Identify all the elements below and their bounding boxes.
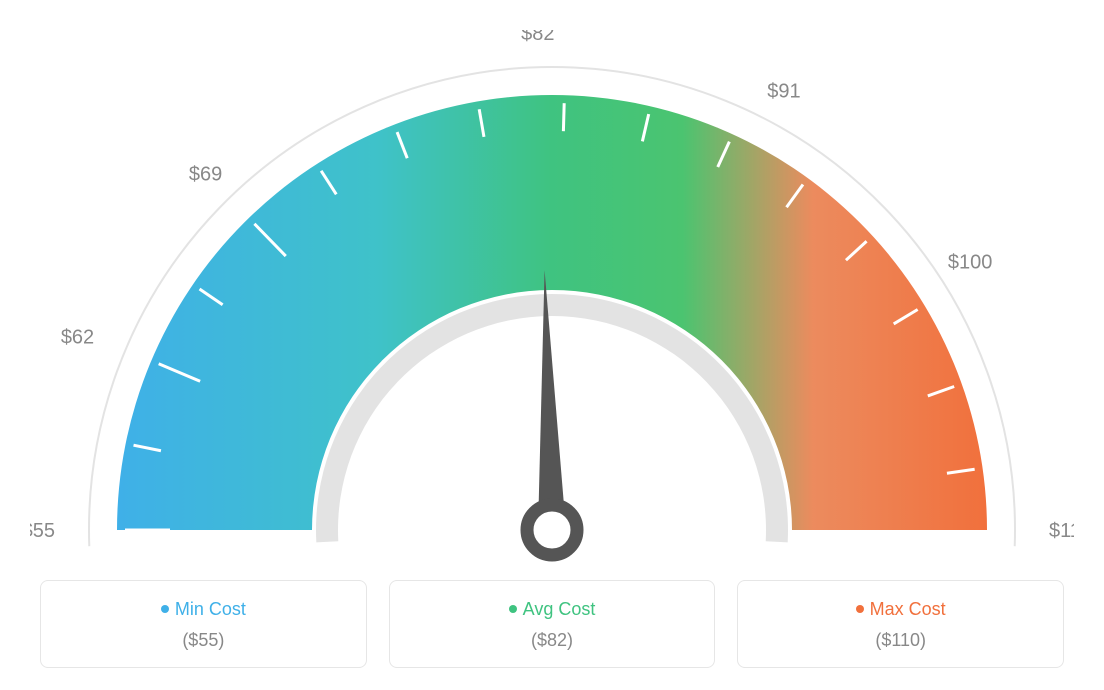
legend-title-max-text: Max Cost xyxy=(870,599,946,619)
gauge-tick-minor xyxy=(563,103,564,131)
gauge-tick-label: $110 xyxy=(1049,520,1074,542)
legend-card-avg: Avg Cost ($82) xyxy=(389,580,716,668)
legend-title-min: Min Cost xyxy=(51,599,356,620)
legend-value-min: ($55) xyxy=(51,630,356,651)
gauge-svg: $55 $62 $69 $82 $91 $100 $110 xyxy=(30,30,1074,570)
legend-value-avg: ($82) xyxy=(400,630,705,651)
cost-gauge-chart: $55 $62 $69 $82 $91 $100 $110 Min Cost ($55) A… xyxy=(0,0,1104,690)
legend-dot-avg xyxy=(509,605,517,613)
gauge-needle-hub xyxy=(527,505,577,555)
legend-card-max: Max Cost ($110) xyxy=(737,580,1064,668)
gauge-tick-label: $82 xyxy=(521,30,554,45)
legend-title-min-text: Min Cost xyxy=(175,599,246,619)
gauge-tick-label: $91 xyxy=(767,80,800,102)
gauge-tick-label: $62 xyxy=(61,327,94,349)
legend-title-max: Max Cost xyxy=(748,599,1053,620)
legend-value-max: ($110) xyxy=(748,630,1053,651)
gauge-tick-label: $69 xyxy=(189,164,222,186)
gauge-area: $55 $62 $69 $82 $91 $100 $110 xyxy=(30,30,1074,570)
legend-card-min: Min Cost ($55) xyxy=(40,580,367,668)
legend-row: Min Cost ($55) Avg Cost ($82) Max Cost (… xyxy=(30,580,1074,668)
gauge-tick-label: $55 xyxy=(30,520,55,542)
legend-dot-max xyxy=(856,605,864,613)
legend-dot-min xyxy=(161,605,169,613)
gauge-tick-label: $100 xyxy=(948,251,993,273)
legend-title-avg-text: Avg Cost xyxy=(523,599,596,619)
legend-title-avg: Avg Cost xyxy=(400,599,705,620)
